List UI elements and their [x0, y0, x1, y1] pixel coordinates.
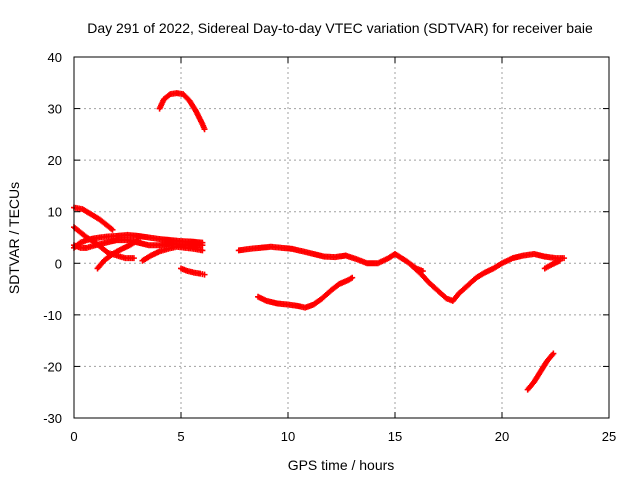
series-arc-11: [255, 274, 356, 311]
data-points: [71, 90, 568, 393]
data-point: [201, 271, 208, 278]
x-tick-label: 15: [388, 429, 402, 444]
series-arc-13: [541, 257, 563, 272]
series-arc-2: [71, 231, 206, 251]
axis-ticks: 0 5 10 15 20 25 -30 -20 -10 0 10 20 30 40: [43, 50, 616, 444]
y-tick-label: 10: [48, 205, 62, 220]
data-point: [199, 242, 206, 249]
y-tick-label: -30: [43, 411, 62, 426]
series-arc-9: [235, 243, 426, 275]
y-tick-label: 30: [48, 102, 62, 117]
y-tick-label: 40: [48, 50, 62, 65]
grid-lines: [74, 57, 609, 418]
data-point: [109, 226, 116, 233]
y-tick-label: -10: [43, 308, 62, 323]
x-tick-label: 5: [177, 429, 184, 444]
x-tick-label: 10: [281, 429, 295, 444]
series-arc-8: [156, 90, 208, 133]
x-axis-label: GPS time / hours: [288, 457, 395, 473]
data-point: [550, 350, 557, 357]
y-tick-label: 0: [55, 256, 62, 271]
data-point: [561, 255, 568, 262]
y-axis-label: SDTVAR / TECUs: [6, 182, 22, 294]
data-point: [556, 257, 563, 264]
y-tick-label: -20: [43, 359, 62, 374]
data-point: [201, 126, 208, 133]
data-point: [349, 274, 356, 281]
x-tick-label: 20: [495, 429, 509, 444]
data-point: [135, 237, 142, 244]
series-arc-5: [94, 237, 142, 272]
series-arc-1: [71, 204, 116, 233]
data-point: [130, 255, 137, 262]
series-arc-7: [178, 265, 208, 278]
chart-title: Day 291 of 2022, Sidereal Day-to-day VTE…: [87, 20, 593, 36]
series-arc-12: [524, 350, 557, 393]
y-tick-label: 20: [48, 153, 62, 168]
series-arc-6: [139, 243, 206, 264]
series-arc-10: [409, 251, 568, 304]
data-point: [199, 247, 206, 254]
x-tick-label: 0: [70, 429, 77, 444]
x-tick-label: 25: [602, 429, 616, 444]
series-arc-4: [71, 224, 137, 262]
plot-frame: [73, 56, 610, 419]
